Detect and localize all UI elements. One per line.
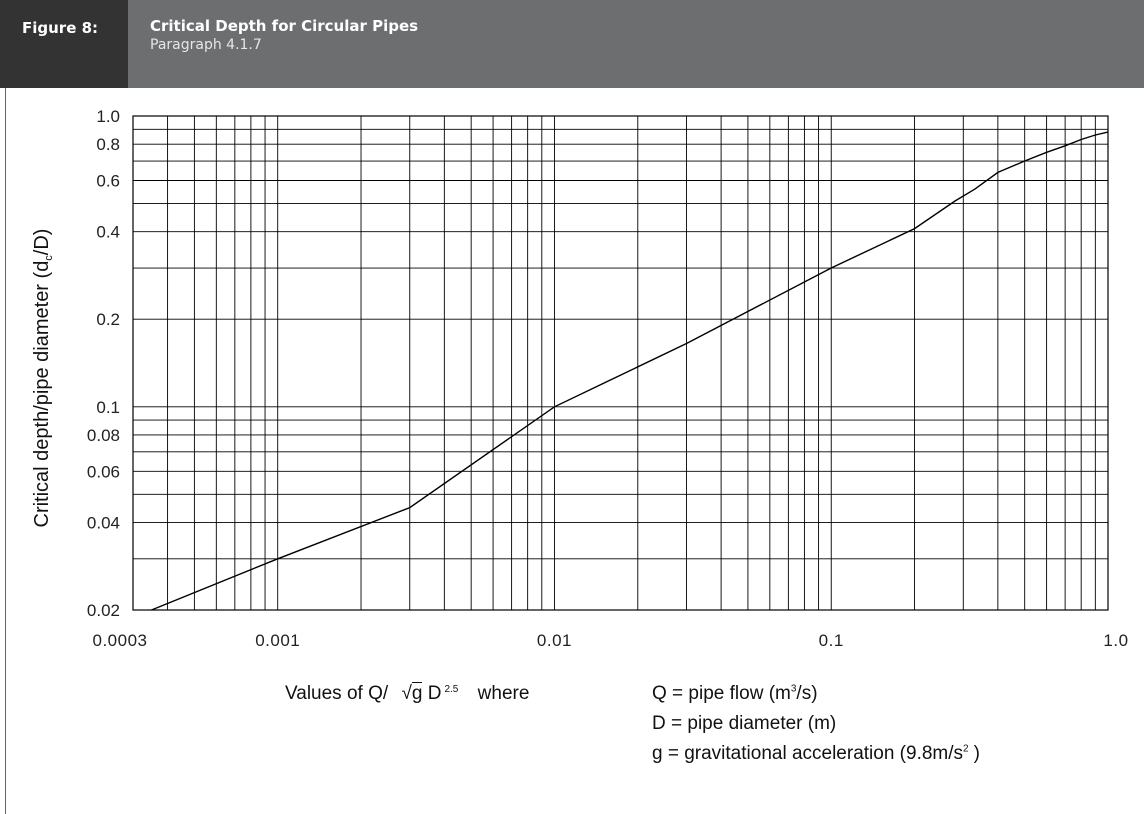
figure-subtitle: Paragraph 4.1.7	[150, 37, 262, 53]
caption-g: g	[411, 682, 423, 704]
critical-depth-curve	[151, 131, 1109, 611]
y-axis-label-subscript: c	[43, 255, 55, 261]
figure-label: Figure 8:	[0, 0, 128, 88]
x-tick-label: 0.001	[255, 631, 300, 650]
figure-title: Critical Depth for Circular Pipes	[150, 17, 419, 35]
y-tick-label: 0.4	[96, 223, 120, 242]
grid-layer	[132, 115, 1109, 611]
y-axis-label: Critical depth/pipe diameter (dc/D)	[31, 229, 55, 528]
caption-where: where	[477, 683, 530, 704]
caption-q-text: Q = pipe flow (m	[652, 683, 791, 704]
y-tick-label: 0.08	[87, 426, 120, 445]
y-tick-label: 0.2	[96, 310, 120, 329]
caption-q-exp: 3	[790, 683, 797, 695]
caption-q-suffix: /s)	[796, 683, 818, 704]
y-tick-label: 0.1	[96, 398, 120, 417]
caption-line-q: Q = pipe flow (m3/s)	[652, 683, 818, 705]
left-border-rule	[5, 88, 6, 814]
y-tick-label: 1.0	[96, 107, 120, 126]
y-tick-label: 0.02	[87, 601, 120, 620]
y-tick-label: 0.04	[87, 513, 120, 532]
x-tick-labels: 0.0003 0.001 0.01 0.1 1.0	[93, 631, 1129, 650]
x-tick-label: 0.1	[819, 631, 844, 650]
y-tick-label: 0.6	[96, 172, 120, 191]
x-tick-label: 0.01	[537, 631, 572, 650]
y-tick-labels: 1.0 0.8 0.6 0.4 0.2 0.1 0.08 0.06 0.04 0.02	[87, 107, 120, 620]
x-tick-label: 1.0	[1103, 631, 1128, 650]
sqrt-symbol: √	[401, 683, 412, 704]
caption-line-g: g = gravitational acceleration (9.8m/s2)	[652, 743, 980, 765]
caption-g-text: g = gravitational acceleration (9.8m/s	[652, 743, 964, 764]
y-axis-label-prefix: Critical depth/pipe diameter (d	[31, 261, 53, 528]
x-tick-label: 0.0003	[93, 631, 148, 650]
caption-prefix: Values of Q/	[285, 683, 389, 704]
y-tick-label: 0.06	[87, 462, 120, 481]
caption-g-suffix: )	[973, 743, 980, 764]
x-axis-caption: Values of Q/ √g D 2.5 where	[285, 682, 530, 705]
caption-exponent: 2.5	[444, 683, 459, 695]
y-tick-label: 0.8	[96, 135, 120, 154]
figure-header: Figure 8: Critical Depth for Circular Pi…	[0, 0, 1144, 88]
plot-frame	[132, 115, 1109, 611]
figure-title-box: Critical Depth for Circular Pipes Paragr…	[128, 0, 1144, 88]
y-axis-label-suffix: /D)	[31, 229, 53, 256]
caption-D: D	[427, 683, 442, 704]
curve-layer	[151, 131, 1109, 611]
caption-line-d: D = pipe diameter (m)	[652, 713, 837, 734]
caption-g-exp: 2	[963, 743, 969, 755]
